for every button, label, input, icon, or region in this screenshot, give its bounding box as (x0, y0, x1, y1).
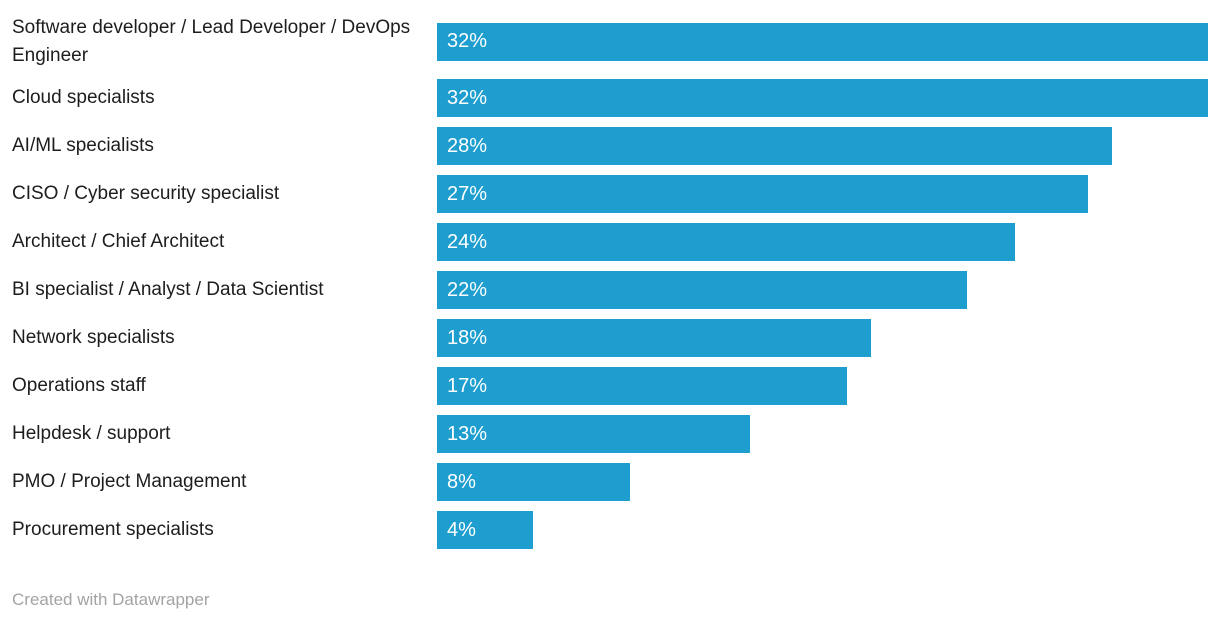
bar-row: Helpdesk / support 13% (12, 415, 1208, 454)
bar-track: 32% (437, 22, 1208, 61)
bar[interactable]: 22% (437, 271, 968, 310)
bar-track: 18% (437, 319, 1208, 358)
bar-value-label: 22% (447, 278, 488, 301)
category-label: Helpdesk / support (12, 423, 171, 445)
bar-value-label: 4% (447, 518, 476, 541)
bar[interactable]: 24% (437, 223, 1016, 262)
bar-track: 17% (437, 367, 1208, 406)
bar[interactable]: 4% (437, 511, 534, 550)
bar-row: Architect / Chief Architect 24% (12, 223, 1208, 262)
bar-track: 4% (437, 511, 1208, 550)
bar-track: 13% (437, 415, 1208, 454)
bar-row: Procurement specialists 4% (12, 511, 1208, 550)
category-label: Operations staff (12, 375, 146, 397)
bar-value-label: 27% (447, 182, 488, 205)
bar[interactable]: 28% (437, 127, 1112, 166)
category-label: Cloud specialists (12, 87, 155, 109)
bar-row: Network specialists 18% (12, 319, 1208, 358)
category-label: PMO / Project Management (12, 471, 247, 493)
bar-track: 8% (437, 463, 1208, 502)
bar-value-label: 32% (447, 30, 488, 53)
bar-row: PMO / Project Management 8% (12, 463, 1208, 502)
category-label: BI specialist / Analyst / Data Scientist (12, 279, 324, 301)
bar-track: 24% (437, 223, 1208, 262)
bar-value-label: 17% (447, 374, 488, 397)
category-label: Procurement specialists (12, 519, 214, 541)
bar[interactable]: 27% (437, 175, 1088, 214)
category-label: CISO / Cyber security specialist (12, 183, 280, 205)
bar[interactable]: 32% (437, 79, 1208, 118)
category-label: Software developer / Lead Developer / De… (12, 17, 411, 66)
bar[interactable]: 32% (437, 22, 1208, 61)
category-label: Network specialists (12, 327, 175, 349)
bar-row: Cloud specialists 32% (12, 79, 1208, 118)
bar-track: 32% (437, 79, 1208, 118)
category-label: AI/ML specialists (12, 135, 154, 157)
attribution-text: Created with Datawrapper (12, 590, 210, 609)
bar-row: Operations staff 17% (12, 367, 1208, 406)
bar-row: BI specialist / Analyst / Data Scientist… (12, 271, 1208, 310)
bar-track: 22% (437, 271, 1208, 310)
bar-row: AI/ML specialists 28% (12, 127, 1208, 166)
bar-value-label: 18% (447, 326, 488, 349)
bar[interactable]: 17% (437, 367, 847, 406)
bar-value-label: 32% (447, 86, 488, 109)
bar[interactable]: 8% (437, 463, 630, 502)
bar[interactable]: 13% (437, 415, 751, 454)
bar-value-label: 24% (447, 230, 488, 253)
bar[interactable]: 18% (437, 319, 871, 358)
bar-track: 28% (437, 127, 1208, 166)
bar-value-label: 13% (447, 422, 488, 445)
bar-row: Software developer / Lead Developer / De… (12, 14, 1208, 69)
bar-row: CISO / Cyber security specialist 27% (12, 175, 1208, 214)
bar-track: 27% (437, 175, 1208, 214)
bar-chart-rows: Software developer / Lead Developer / De… (12, 14, 1208, 550)
category-label: Architect / Chief Architect (12, 231, 225, 253)
bar-value-label: 28% (447, 134, 488, 157)
bar-value-label: 8% (447, 470, 476, 493)
